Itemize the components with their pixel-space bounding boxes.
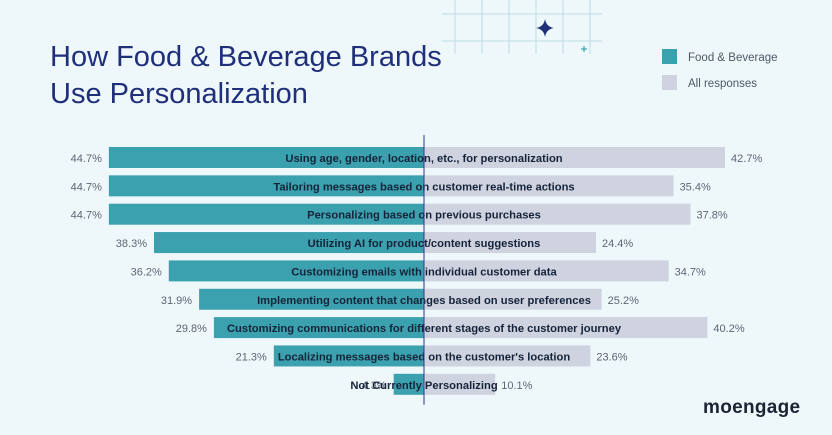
value-label-all-responses: 10.1% (501, 380, 532, 392)
bar-all-responses (424, 175, 674, 197)
bar-all-responses (424, 373, 496, 395)
bar-food-beverage (273, 345, 424, 367)
chart-title-line-1: How Food & Beverage Brands (50, 41, 442, 73)
value-label-all-responses: 23.6% (596, 351, 627, 363)
value-label-all-responses: 24.4% (602, 238, 633, 250)
bar-all-responses (424, 232, 597, 254)
bar-food-beverage (213, 317, 424, 339)
bar-food-beverage (393, 373, 424, 395)
value-label-food-beverage: 4.3% (362, 380, 387, 392)
value-label-food-beverage: 38.3% (116, 238, 147, 250)
value-label-all-responses: 34.7% (675, 266, 706, 278)
moengage-logo: moengage (703, 397, 800, 418)
value-label-food-beverage: 29.8% (176, 323, 207, 335)
value-label-all-responses: 37.8% (696, 210, 727, 222)
bar-all-responses (424, 260, 669, 282)
legend-label-all-responses: All responses (688, 78, 757, 90)
star-icon (536, 19, 554, 37)
value-label-food-beverage: 44.7% (71, 181, 102, 193)
value-label-food-beverage: 44.7% (71, 153, 102, 165)
bar-food-beverage (168, 260, 424, 282)
legend-swatch-food-beverage (662, 49, 677, 64)
bars-group (108, 147, 726, 395)
plus-icon (581, 46, 587, 52)
value-labels-group: 44.7% 42.7% 44.7% 35.4% 44.7% 37.8% 38.3% 24.4%… (71, 153, 763, 392)
bar-food-beverage (108, 147, 425, 168)
value-label-food-beverage: 36.2% (131, 266, 162, 278)
chart-title-line-2: Use Personalization (50, 78, 308, 110)
bar-all-responses (424, 317, 708, 339)
legend: Food & Beverage All responses (662, 49, 778, 90)
value-label-all-responses: 42.7% (731, 153, 762, 165)
bar-all-responses (424, 345, 591, 367)
value-label-all-responses: 40.2% (713, 323, 744, 335)
legend-label-food-beverage: Food & Beverage (688, 52, 778, 64)
bar-food-beverage (199, 288, 424, 310)
decorative-grid (442, 0, 602, 54)
bar-all-responses (424, 288, 602, 310)
bar-food-beverage (153, 232, 425, 254)
legend-swatch-all-responses (662, 75, 677, 90)
value-label-all-responses: 25.2% (608, 295, 639, 307)
value-label-food-beverage: 31.9% (161, 295, 192, 307)
bar-food-beverage (108, 203, 425, 225)
value-label-all-responses: 35.4% (680, 181, 711, 193)
bar-food-beverage (108, 175, 425, 197)
value-label-food-beverage: 21.3% (236, 351, 267, 363)
value-label-food-beverage: 44.7% (71, 210, 102, 222)
bar-all-responses (424, 147, 726, 168)
bar-all-responses (424, 203, 691, 225)
